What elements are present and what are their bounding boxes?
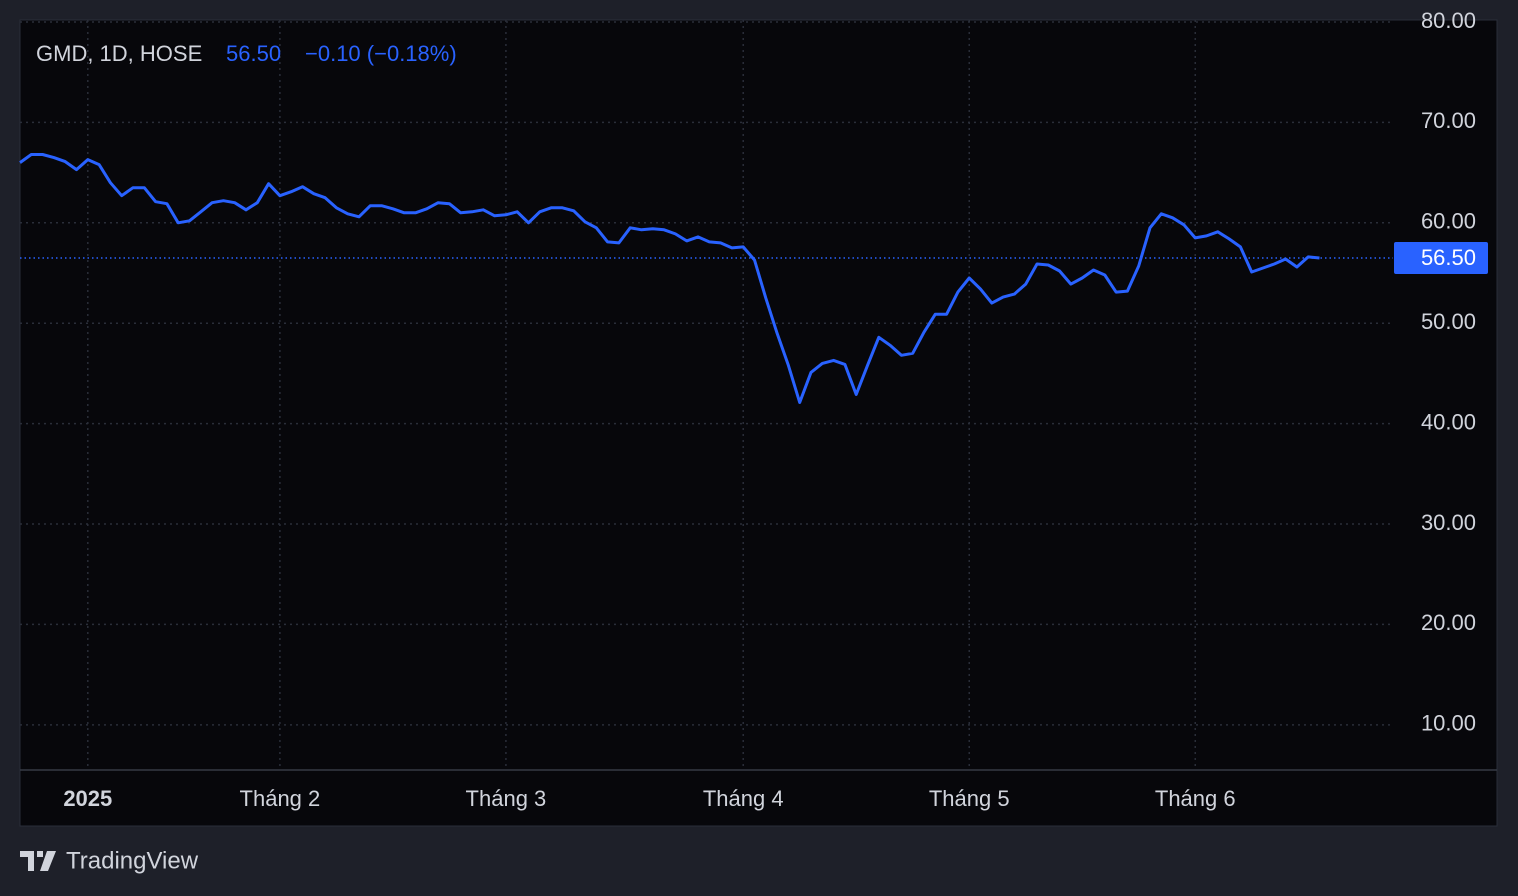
- y-tick-label: 50.00: [1421, 309, 1476, 334]
- tradingview-logo: TradingView: [20, 847, 199, 874]
- y-tick-label: 70.00: [1421, 108, 1476, 133]
- y-tick-label: 20.00: [1421, 610, 1476, 635]
- x-tick-label: Tháng 6: [1155, 786, 1236, 811]
- logo-icon: [20, 851, 56, 871]
- y-tick-label: 40.00: [1421, 409, 1476, 434]
- price-change: −0.10 (−0.18%): [305, 41, 457, 66]
- grid: [20, 20, 1393, 770]
- last-price-label: 56.50: [1421, 245, 1476, 270]
- x-tick-label: 2025: [63, 786, 112, 811]
- last-price-box: [1394, 241, 1488, 274]
- plot: [19, 153, 1393, 404]
- x-tick-label: Tháng 2: [240, 786, 321, 811]
- x-tick-label: Tháng 3: [466, 786, 547, 811]
- y-tick-label: 60.00: [1421, 209, 1476, 234]
- x-tick-label: Tháng 4: [703, 786, 784, 811]
- y-tick-label: 30.00: [1421, 510, 1476, 535]
- x-tick-label: Tháng 5: [929, 786, 1010, 811]
- y-tick-label: 80.00: [1421, 8, 1476, 33]
- chart-title: GMD, 1D, HOSE: [36, 41, 202, 66]
- price-line: [19, 153, 1320, 404]
- y-tick-label: 10.00: [1421, 711, 1476, 736]
- source: TradingView: [66, 847, 199, 874]
- last-price: 56.50: [226, 41, 281, 66]
